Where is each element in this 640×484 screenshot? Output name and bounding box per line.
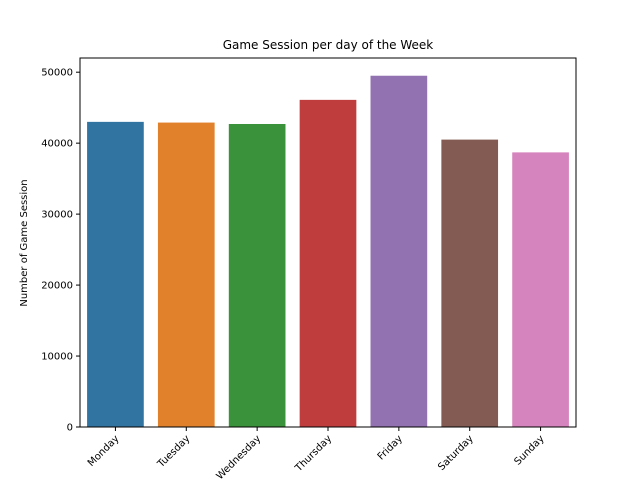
bars-group bbox=[87, 75, 569, 427]
y-tick-label: 30000 bbox=[41, 210, 73, 221]
y-tick-label: 50000 bbox=[41, 68, 73, 79]
x-tick-label: Saturday bbox=[436, 433, 476, 473]
x-tick-label: Monday bbox=[86, 433, 122, 469]
bar-wednesday bbox=[228, 123, 286, 427]
y-tick-label: 0 bbox=[67, 423, 73, 434]
x-tick-label: Thursday bbox=[293, 433, 334, 474]
y-tick-label: 40000 bbox=[41, 139, 73, 150]
y-ticks-group: 0 10000 20000 30000 40000 50000 bbox=[41, 68, 80, 434]
y-tick-label: 20000 bbox=[41, 281, 73, 292]
x-tick-label: Friday bbox=[376, 433, 405, 462]
bar-thursday bbox=[299, 99, 357, 427]
y-axis-label: Number of Game Session bbox=[19, 179, 30, 306]
bar-monday bbox=[87, 121, 144, 427]
plot-frame bbox=[79, 57, 577, 428]
x-ticks-group: Monday Tuesday Wednesday Thursday Friday Satu… bbox=[86, 427, 547, 482]
x-tick-label: Sunday bbox=[512, 433, 546, 467]
bar-sunday bbox=[512, 152, 569, 427]
chart-title: Game Session per day of the Week bbox=[223, 38, 434, 52]
bar-tuesday bbox=[157, 122, 215, 427]
x-tick-label: Wednesday bbox=[215, 433, 264, 480]
y-tick-label: 10000 bbox=[41, 352, 73, 363]
bar-saturday bbox=[441, 139, 499, 427]
bar-friday bbox=[370, 75, 428, 427]
x-tick-label: Tuesday bbox=[155, 433, 192, 470]
